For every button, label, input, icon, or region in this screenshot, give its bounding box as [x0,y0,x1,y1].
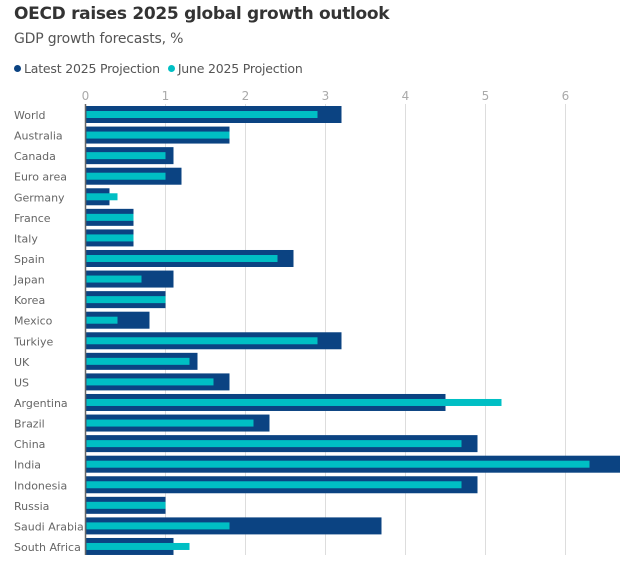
bar-june [86,275,142,283]
category-label: Indonesia [14,479,67,492]
category-label: China [14,438,45,451]
legend-label-latest: Latest 2025 Projection [24,61,160,76]
category-label: Mexico [14,315,53,328]
category-label: World [14,109,46,122]
bar-june [86,111,318,118]
bar-june [86,419,254,427]
x-tick-label: 3 [322,89,330,103]
bar-june [86,481,462,489]
x-tick-label: 0 [82,89,90,103]
bar-june [86,254,278,262]
legend-item-june: June 2025 Projection [167,61,303,76]
category-label: Australia [14,130,63,143]
category-label: Turkiye [13,335,53,348]
category-label: UK [14,356,30,369]
bar-june [86,234,134,242]
category-label: India [14,459,41,472]
x-tick-label: 6 [562,89,570,103]
bar-june [86,296,166,304]
category-label: Italy [14,232,38,245]
legend-label-june: June 2025 Projection [177,61,303,76]
category-label: Canada [14,150,56,163]
bar-june [86,337,318,345]
category-label: US [14,376,29,389]
bar-june [86,542,190,550]
chart-subtitle: GDP growth forecasts, % [14,31,184,47]
category-label: Russia [14,500,49,513]
bar-june [86,152,166,160]
bar-june [86,131,230,139]
legend-dot-june [167,65,175,72]
bar-june [86,522,230,530]
bar-latest [85,517,382,535]
bar-june [86,357,190,365]
bar-june [86,440,462,448]
bar-june [86,172,166,180]
x-tick-label: 5 [482,89,490,103]
legend-dot-latest [14,65,21,72]
category-label: Spain [14,253,45,266]
bar-june [86,501,166,509]
chart-title: OECD raises 2025 global growth outlook [14,4,390,24]
category-label: Euro area [14,171,67,184]
category-label: Argentina [14,397,68,410]
category-label: Saudi Arabia [14,520,84,533]
legend-item-latest: Latest 2025 Projection [14,61,160,76]
category-label: Japan [13,274,45,287]
x-tick-label: 2 [242,89,250,103]
bar-june [86,460,590,468]
category-label: Brazil [14,418,45,431]
x-tick-label: 1 [162,89,170,103]
category-label: Korea [14,294,45,307]
category-label: France [14,212,51,225]
legend: Latest 2025 Projection June 2025 Project… [14,61,303,76]
bar-june [86,213,134,221]
bar-june [86,316,118,324]
bar-june [86,398,502,406]
x-tick-label: 4 [402,89,410,103]
bar-june [86,378,214,386]
bar-june [86,193,118,201]
category-label: Germany [14,191,65,204]
category-label: South Africa [14,541,81,554]
